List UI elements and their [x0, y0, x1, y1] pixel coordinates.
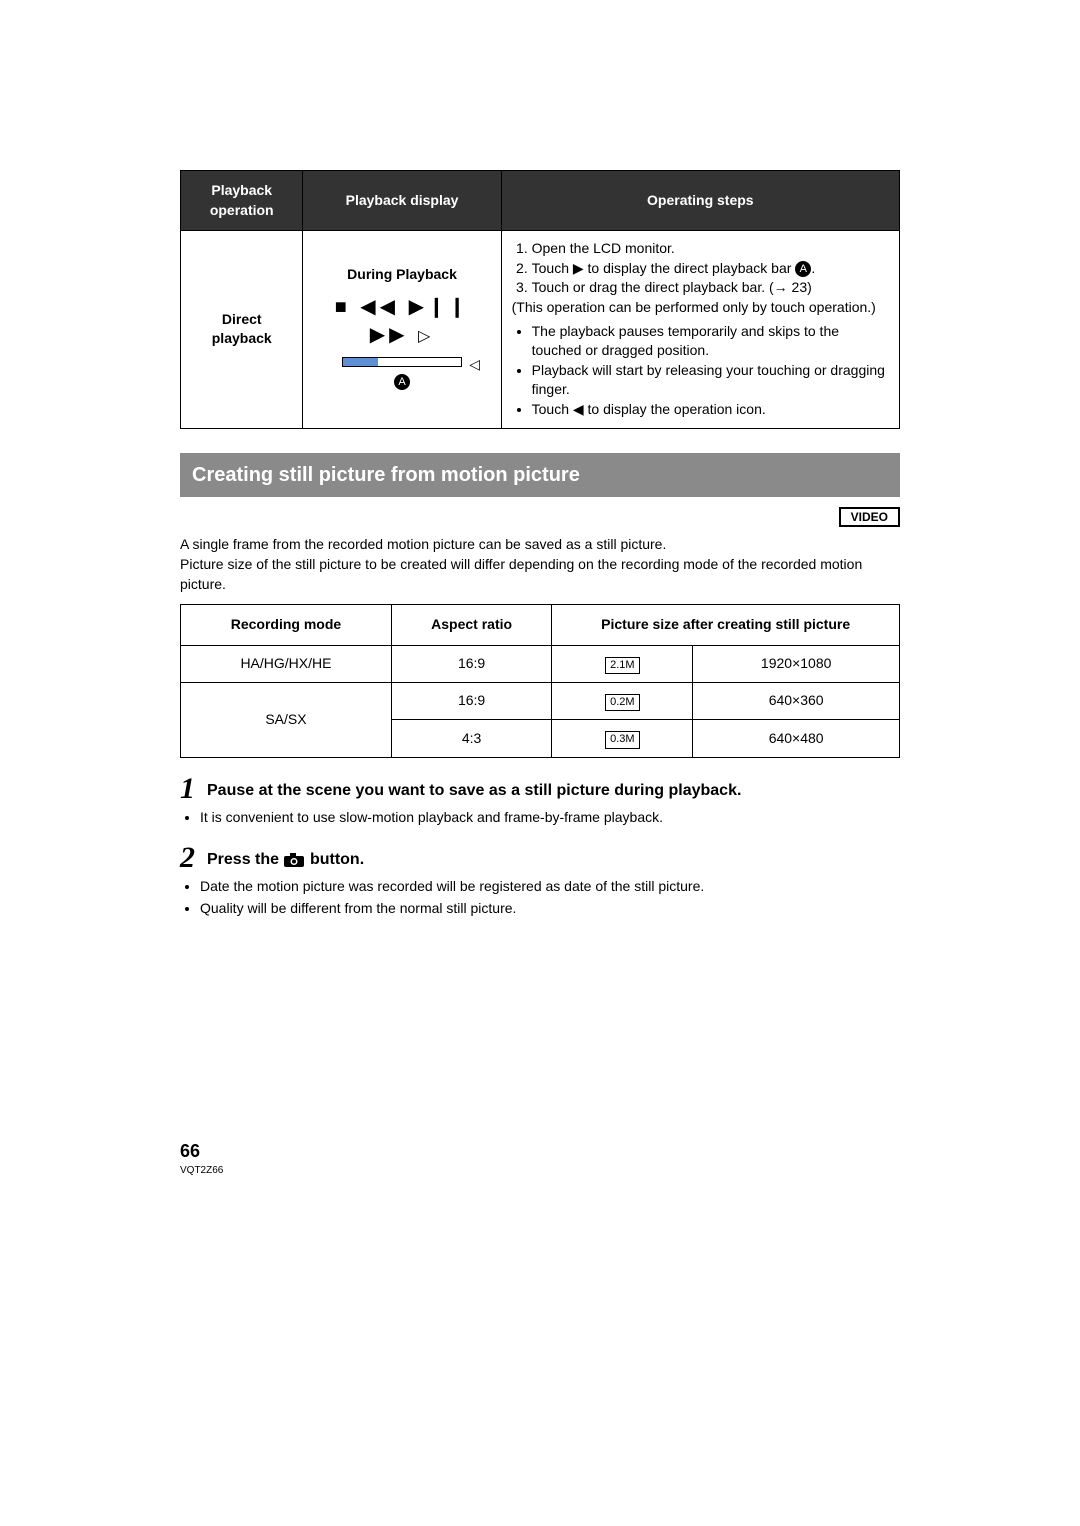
step-2-text: Touch ▶ to display the direct playback b…: [532, 260, 796, 276]
display-title: During Playback: [347, 266, 457, 282]
th-display: Playback display: [303, 171, 501, 231]
cell-badge: 0.2M: [552, 683, 693, 720]
paren-note: (This operation can be performed only by…: [512, 298, 889, 318]
operation-label: Direct playback: [212, 311, 272, 347]
step-2-text: Press the button.: [207, 843, 364, 871]
playback-table: Playback operation Playback display Oper…: [180, 170, 900, 429]
step-1: 1 Pause at the scene you want to save as…: [180, 774, 900, 804]
bullet-item: Touch ◀ to display the operation icon.: [532, 400, 889, 420]
bullet-item: The playback pauses temporarily and skip…: [532, 322, 889, 361]
progress-bar: [342, 357, 462, 367]
cell-operation: Direct playback: [181, 231, 303, 428]
marker-a-icon: A: [394, 374, 410, 390]
cell-mode: SA/SX: [181, 683, 392, 758]
bar-collapse-icon: ◁: [469, 355, 480, 375]
next-icon: ▷: [418, 328, 434, 345]
progress-fill: [343, 358, 378, 366]
th-size: Picture size after creating still pictur…: [552, 605, 900, 646]
cell-ratio: 16:9: [391, 683, 551, 720]
table-row: Direct playback During Playback ■ ◀◀ ▶❙❙…: [181, 231, 900, 428]
cell-size: 640×480: [693, 720, 900, 757]
play-pause-icon: ▶❙❙: [409, 296, 470, 318]
cell-ratio: 16:9: [391, 645, 551, 682]
step-item-1: Open the LCD monitor.: [532, 239, 889, 259]
intro-paragraph-1: A single frame from the recorded motion …: [180, 535, 900, 555]
doc-id: VQT2Z66: [180, 1164, 900, 1178]
cell-steps: Open the LCD monitor. Touch ▶ to display…: [501, 231, 899, 428]
rewind-icon: ◀◀: [360, 296, 399, 318]
step-2-suffix: .: [811, 260, 815, 276]
section-heading: Creating still picture from motion pictu…: [180, 453, 900, 497]
playback-icons-row: ■ ◀◀ ▶❙❙ ▶▶ ▷: [311, 293, 492, 349]
step-1-text: Pause at the scene you want to save as a…: [207, 774, 741, 802]
cell-display: During Playback ■ ◀◀ ▶❙❙ ▶▶ ▷ ◁ A: [303, 231, 501, 428]
video-badge: VIDEO: [839, 507, 900, 528]
step-2-pre: Press the: [207, 851, 283, 868]
th-ratio: Aspect ratio: [391, 605, 551, 646]
numbered-steps: Open the LCD monitor. Touch ▶ to display…: [512, 239, 889, 298]
step-bullets: The playback pauses temporarily and skip…: [512, 322, 889, 420]
size-badge: 2.1M: [605, 657, 639, 674]
direct-playback-bar: ◁ A: [342, 357, 462, 393]
th-steps: Operating steps: [501, 171, 899, 231]
bullet-item: Date the motion picture was recorded wil…: [200, 877, 900, 897]
step-2-post: button.: [310, 851, 364, 868]
cell-ratio: 4:3: [391, 720, 551, 757]
step-2-bullets: Date the motion picture was recorded wil…: [180, 877, 900, 918]
table-row: HA/HG/HX/HE 16:9 2.1M 1920×1080: [181, 645, 900, 682]
size-badge: 0.3M: [605, 731, 639, 748]
fastforward-icon: ▶▶: [370, 324, 409, 346]
bullet-item: Playback will start by releasing your to…: [532, 361, 889, 400]
cell-badge: 0.3M: [552, 720, 693, 757]
bullet-item: It is convenient to use slow-motion play…: [200, 808, 900, 828]
bullet-item: Quality will be different from the norma…: [200, 899, 900, 919]
th-mode: Recording mode: [181, 605, 392, 646]
intro-paragraph-2: Picture size of the still picture to be …: [180, 555, 900, 594]
cell-size: 640×360: [693, 683, 900, 720]
stop-icon: ■: [335, 296, 351, 318]
cell-mode: HA/HG/HX/HE: [181, 645, 392, 682]
step-item-2: Touch ▶ to display the direct playback b…: [532, 259, 889, 279]
marker-a-inline-icon: A: [795, 261, 811, 277]
step-number-2: 2: [180, 843, 195, 873]
camera-icon: [283, 852, 305, 868]
page-footer: 66 VQT2Z66: [180, 1139, 900, 1178]
cell-badge: 2.1M: [552, 645, 693, 682]
step-item-3: Touch or drag the direct playback bar. (…: [532, 278, 889, 298]
step-2: 2 Press the button.: [180, 843, 900, 873]
table-row: SA/SX 16:9 0.2M 640×360: [181, 683, 900, 720]
step-number-1: 1: [180, 774, 195, 804]
cell-size: 1920×1080: [693, 645, 900, 682]
step-1-bullets: It is convenient to use slow-motion play…: [180, 808, 900, 828]
th-operation: Playback operation: [181, 171, 303, 231]
size-badge: 0.2M: [605, 694, 639, 711]
page-number: 66: [180, 1139, 900, 1164]
picture-size-table: Recording mode Aspect ratio Picture size…: [180, 604, 900, 758]
bar-label-a: A: [342, 371, 462, 393]
